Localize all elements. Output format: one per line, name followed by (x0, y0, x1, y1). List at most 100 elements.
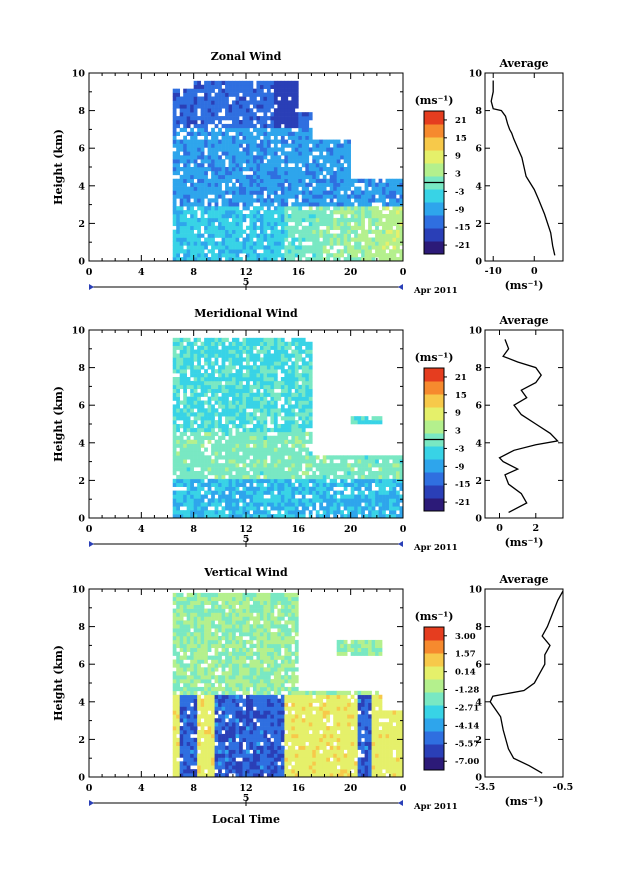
heatmap-cell (183, 373, 187, 378)
heatmap-cell (186, 384, 191, 390)
x-tick-label: 12 (239, 267, 252, 278)
heatmap-cell (200, 194, 205, 199)
heatmap-cell (249, 494, 254, 499)
heatmap-cell (312, 186, 317, 191)
heatmap-cell (256, 451, 261, 456)
heatmap-cell (343, 202, 348, 207)
heatmap-cell (211, 353, 215, 358)
heatmap-cell (207, 108, 212, 113)
heatmap-cell (235, 373, 240, 378)
heatmap-cell (329, 139, 334, 144)
heatmap-cell (235, 361, 240, 366)
heatmap-cell (273, 345, 278, 350)
heatmap-cell (252, 225, 257, 230)
heatmap-cell (246, 384, 250, 390)
heatmap-cell (256, 439, 261, 444)
heatmap-cell (263, 139, 268, 144)
heatmap-cell (294, 380, 299, 386)
heatmap-cell (315, 482, 320, 487)
heatmap-cell (207, 112, 212, 117)
heatmap-cell (336, 249, 341, 254)
heatmap-cell (280, 353, 285, 358)
heatmap-cell (287, 249, 292, 254)
heatmap-cell (298, 159, 303, 164)
heatmap-cell (319, 467, 324, 472)
heatmap-cell (186, 730, 191, 735)
colorbar-tick-label: -3 (455, 187, 465, 197)
heatmap-cell (266, 80, 271, 86)
heatmap-cell (333, 253, 338, 258)
heatmap-cell (200, 345, 205, 350)
heatmap-cell (183, 730, 187, 735)
heatmap-cell (200, 384, 205, 390)
heatmap-cell (326, 229, 331, 234)
heatmap-cell (246, 435, 250, 440)
heatmap-cell (214, 510, 219, 515)
heatmap-cell (357, 486, 362, 491)
heatmap-cell (190, 514, 194, 519)
heatmap-cell (368, 206, 372, 211)
heatmap-cell (207, 116, 212, 121)
heatmap-cell (308, 147, 313, 152)
heatmap-cell (239, 80, 243, 86)
heatmap-cell (270, 455, 275, 460)
heatmap-cell (232, 373, 236, 378)
heatmap-cell (259, 131, 264, 136)
heatmap-cell (301, 502, 306, 507)
heatmap-cell (326, 155, 331, 160)
heatmap-cell (371, 186, 376, 191)
heatmap-cell (172, 170, 177, 176)
heatmap-cell (256, 104, 261, 109)
heatmap-cell (186, 337, 191, 343)
heatmap-cell (277, 506, 282, 511)
heatmap-cell (183, 96, 187, 101)
heatmap-cell (364, 257, 369, 262)
heatmap-cell (235, 245, 240, 250)
heatmap-cell (218, 494, 222, 499)
heatmap-cell (291, 463, 296, 468)
heatmap-cell (183, 377, 187, 382)
heatmap-cell (347, 194, 351, 199)
heatmap-cell (239, 482, 243, 487)
heatmap-cell (190, 147, 194, 152)
heatmap-cell (252, 186, 257, 191)
heatmap-cell (298, 233, 303, 238)
heatmap-cell (252, 478, 257, 484)
heatmap-cell (270, 217, 275, 223)
heatmap-cell (273, 190, 278, 195)
heatmap-cell (190, 710, 194, 715)
heatmap-cell (179, 143, 184, 148)
heatmap-cell (277, 510, 282, 515)
heatmap-cell (186, 202, 191, 207)
heatmap-cell (336, 502, 341, 507)
heatmap-cell (172, 620, 177, 625)
heatmap-cell (378, 221, 383, 227)
heatmap-cell (298, 431, 303, 437)
heatmap-cell (298, 210, 303, 215)
heatmap-cell (385, 206, 390, 211)
heatmap-cell (354, 186, 358, 191)
heatmap-cell (211, 608, 215, 613)
heatmap-cell (305, 451, 310, 456)
heatmap-cell (385, 253, 390, 258)
heatmap-cell (322, 467, 327, 472)
heatmap-cell (242, 455, 247, 460)
heatmap-cell (375, 510, 379, 515)
heatmap-cell (190, 459, 194, 464)
heatmap-cell (190, 253, 194, 258)
heatmap-cell (326, 194, 331, 199)
heatmap-cell (200, 190, 205, 195)
heatmap-cell (239, 510, 243, 515)
heatmap-cell (249, 163, 254, 168)
heatmap-cell (287, 377, 292, 382)
heatmap-cell (385, 506, 390, 511)
heatmap-cell (214, 210, 219, 215)
heatmap-cell (242, 206, 247, 211)
heatmap-cell (207, 384, 212, 390)
heatmap-cell (326, 463, 331, 468)
heatmap-cell (218, 455, 222, 460)
heatmap-cell (382, 253, 386, 258)
heatmap-cell (228, 221, 233, 227)
heatmap-cell (287, 155, 292, 160)
heatmap-cell (294, 198, 299, 203)
